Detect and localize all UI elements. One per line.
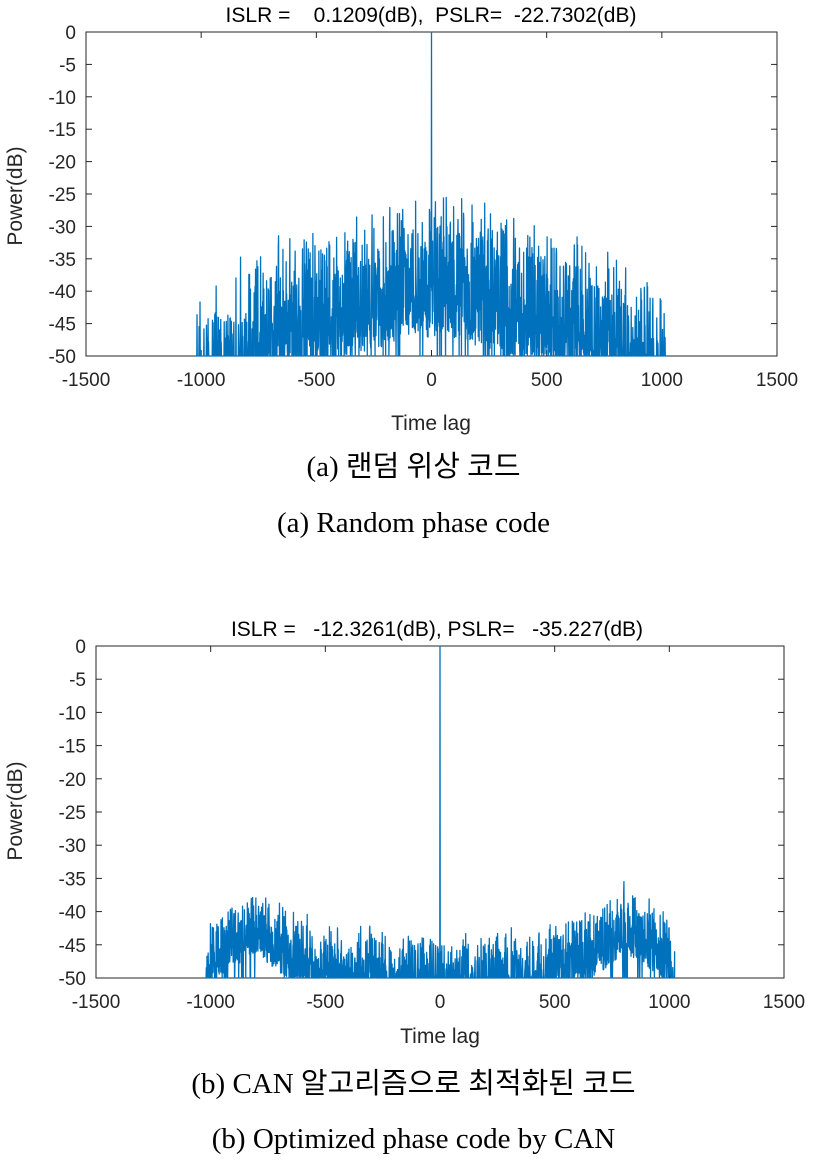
chart-a-ylabel: Power(dB): [4, 146, 27, 245]
x-tick-label: 1500: [763, 992, 805, 1013]
y-tick-label: -45: [59, 936, 86, 957]
y-tick-label: -50: [59, 969, 86, 990]
x-tick-label: 500: [539, 992, 571, 1013]
x-tick-label: -500: [306, 992, 344, 1013]
y-tick-label: -25: [49, 185, 76, 206]
y-tick-label: -50: [49, 347, 76, 368]
x-tick-label: 1000: [648, 992, 690, 1013]
x-tick-label: -1000: [186, 992, 235, 1013]
y-tick-label: -40: [59, 903, 86, 924]
y-tick-label: 0: [75, 637, 86, 658]
chart-b-title: ISLR = -12.3261(dB), PSLR= -35.227(dB): [231, 618, 643, 641]
y-tick-label: -30: [49, 217, 76, 238]
y-tick-label: -5: [59, 55, 76, 76]
chart-b-ylabel: Power(dB): [4, 761, 27, 860]
autocorrelation-series-line: [204, 645, 676, 979]
y-tick-label: -35: [49, 250, 76, 271]
x-tick-label: -1500: [62, 370, 111, 391]
caption-a-korean: (a) 랜덤 위상 코드: [306, 451, 521, 483]
x-tick-label: 1500: [756, 370, 798, 391]
chart-b-xlabel: Time lag: [400, 1025, 480, 1048]
y-tick-label: -10: [59, 703, 86, 724]
figure-b: ISLR = -12.3261(dB), PSLR= -35.227(dB) -…: [0, 605, 827, 1167]
figure-a: ISLR = 0.1209(dB), PSLR= -22.7302(dB) -1…: [0, 0, 827, 550]
chart-a-xlabel: Time lag: [391, 412, 471, 435]
x-tick-label: -500: [297, 370, 335, 391]
y-tick-label: -10: [49, 88, 76, 109]
y-tick-label: -35: [59, 869, 86, 890]
chart-a-title: ISLR = 0.1209(dB), PSLR= -22.7302(dB): [226, 4, 637, 27]
chart-b: ISLR = -12.3261(dB), PSLR= -35.227(dB) -…: [4, 618, 806, 1048]
x-tick-label: 1000: [641, 370, 683, 391]
chart-a: ISLR = 0.1209(dB), PSLR= -22.7302(dB) -1…: [4, 4, 799, 435]
y-tick-label: -45: [49, 315, 76, 336]
y-tick-label: -30: [59, 836, 86, 857]
y-tick-label: -5: [69, 670, 86, 691]
chart-b-plot-area: -1500 -1000 -500 0 500 1000 1500 0 -5 -10 -15 -20 -2…: [59, 637, 806, 1013]
chart-a-plot-area: -1500 -1000 -500 0 500 1000 1500 0 -5 -10 -15 -20 -2…: [49, 23, 799, 391]
caption-b-korean: (b) CAN 알고리즘으로 최적화된 코드: [191, 1068, 636, 1100]
y-tick-label: 0: [65, 23, 76, 44]
x-tick-label: -1500: [72, 992, 121, 1013]
y-tick-label: -15: [59, 737, 86, 758]
x-tick-label: 0: [426, 370, 437, 391]
caption-b-english: (b) Optimized phase code by CAN: [211, 1123, 616, 1155]
x-tick-label: 0: [435, 992, 446, 1013]
x-tick-label: -1000: [177, 370, 226, 391]
y-tick-label: -25: [59, 803, 86, 824]
y-tick-label: -20: [49, 153, 76, 174]
x-tick-label: 500: [531, 370, 563, 391]
y-tick-label: -15: [49, 120, 76, 141]
caption-a-english: (a) Random phase code: [277, 507, 550, 539]
y-tick-label: -20: [59, 770, 86, 791]
y-tick-label: -40: [49, 282, 76, 303]
autocorrelation-series-line: [195, 31, 668, 357]
